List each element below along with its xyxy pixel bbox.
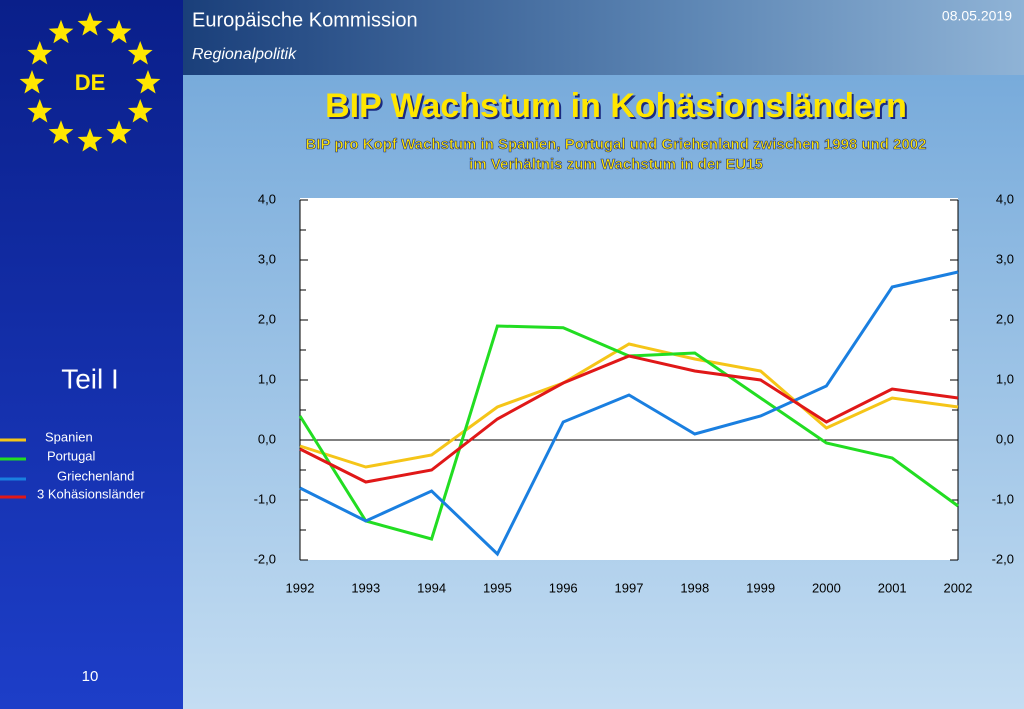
y2-tick-label: 0,0 [996, 431, 1014, 446]
y-tick-label: 3,0 [258, 251, 276, 266]
x-tick-label: 1995 [483, 580, 512, 595]
star [127, 99, 153, 123]
legend-label: Spanien [45, 429, 93, 444]
legend-label: Portugal [47, 448, 96, 463]
x-tick-label: 1997 [615, 580, 644, 595]
x-tick-label: 1998 [680, 580, 709, 595]
series-line [299, 354, 959, 484]
x-tick-label: 2001 [878, 580, 907, 595]
y-tick-label: -1,0 [254, 491, 276, 506]
star [106, 120, 132, 144]
star [106, 19, 132, 44]
star [127, 41, 153, 65]
y2-tick-label: 3,0 [996, 251, 1014, 266]
section-label: Teil I [61, 363, 119, 394]
star [27, 41, 53, 65]
chart-title: BIP Wachstum in Kohäsionsländern [325, 87, 907, 125]
title-shadow: BIP Wachstum in Kohäsionsländern [327, 89, 909, 127]
y2-tick-label: 2,0 [996, 311, 1014, 326]
x-tick-label: 1996 [549, 580, 578, 595]
y-tick-label: 4,0 [258, 191, 276, 206]
star [77, 128, 103, 152]
y2-tick-label: -1,0 [992, 491, 1014, 506]
x-tick-label: 1994 [417, 580, 446, 595]
series-line [299, 270, 959, 557]
page-number: 10 [82, 668, 99, 685]
y2-tick-label: -2,0 [992, 551, 1014, 566]
org-name: Europäische Kommission [192, 9, 418, 31]
star [48, 120, 74, 144]
y-tick-label: 2,0 [258, 311, 276, 326]
x-tick-label: 1992 [286, 580, 315, 595]
y-tick-label: -2,0 [254, 551, 276, 566]
star [27, 99, 53, 123]
sidebar [0, 0, 183, 709]
legend-label: Griechenland [57, 468, 134, 483]
legend-label: 3 Kohäsionsländer [37, 486, 145, 501]
x-tick-label: 2002 [944, 580, 973, 595]
x-tick-label: 1993 [351, 580, 380, 595]
y-tick-label: 1,0 [258, 371, 276, 386]
dept-name: Regionalpolitik [192, 46, 297, 63]
chart-subtitle: BIP pro Kopf Wachstum in Spanien, Portug… [306, 136, 927, 153]
chart-subtitle: im Verhältnis zum Wachstum in der EU15 [469, 156, 763, 173]
y2-tick-label: 4,0 [996, 191, 1014, 206]
star [135, 70, 161, 94]
eu-stars [19, 12, 161, 152]
y-tick-label: 0,0 [258, 431, 276, 446]
series-line [299, 342, 959, 469]
x-tick-label: 2000 [812, 580, 841, 595]
y2-tick-label: 1,0 [996, 371, 1014, 386]
date: 08.05.2019 [942, 8, 1012, 24]
x-tick-label: 1999 [746, 580, 775, 595]
country-code: DE [75, 70, 106, 95]
star [19, 70, 45, 94]
header-band [183, 0, 1024, 75]
star [48, 19, 74, 44]
star [77, 12, 103, 36]
